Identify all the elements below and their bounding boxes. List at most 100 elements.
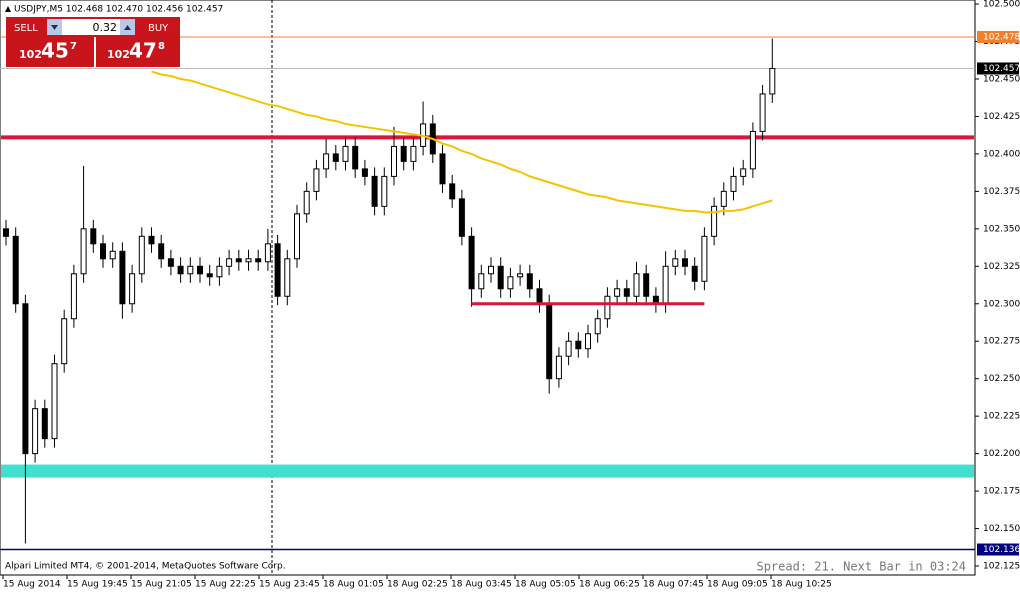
candle-body	[100, 243, 106, 260]
buy-big: 102	[107, 48, 130, 61]
up-arrow	[124, 25, 131, 30]
candle-body	[51, 363, 58, 440]
x-tick-label: 15 Aug 22:25	[195, 580, 256, 590]
candle-body	[662, 265, 669, 305]
candle-body	[274, 243, 281, 297]
y-tick-label: 102.250	[983, 374, 1020, 384]
candle-body	[3, 228, 9, 237]
header: USDJPY,M5 102.468 102.470 102.456 102.45…	[14, 5, 223, 15]
moving-average	[151, 70, 773, 214]
candle-body	[682, 258, 688, 267]
candle-body	[284, 258, 291, 297]
candle-body	[323, 153, 330, 170]
candle-body	[497, 265, 504, 290]
x-tick-label: 18 Aug 10:25	[771, 580, 832, 590]
x-tick-label: 18 Aug 06:25	[579, 580, 640, 590]
sell-button[interactable]: SELL	[14, 23, 38, 34]
y-tick-label: 102.375	[983, 187, 1020, 197]
candle-body	[90, 228, 97, 245]
divider	[94, 37, 96, 67]
candle-body	[235, 258, 242, 263]
y-tick-label: 102.200	[983, 449, 1020, 459]
buy-point: 8	[158, 41, 165, 52]
copyright: Alpari Limited MT4, © 2001-2014, MetaQuo…	[5, 562, 286, 572]
candle-body	[759, 93, 766, 132]
buy-button[interactable]: BUY	[148, 23, 169, 34]
candle-body	[12, 235, 19, 305]
candle-body	[371, 175, 378, 207]
candle-body	[264, 243, 271, 263]
price-box	[977, 31, 1019, 44]
candle-body	[381, 175, 388, 207]
candle-body	[604, 295, 611, 320]
y-tick-label: 102.275	[983, 337, 1020, 347]
lot-value: 0.32	[93, 21, 118, 34]
price-label: 102.457	[983, 64, 1020, 74]
candle-body	[245, 258, 252, 263]
y-tick-label: 102.400	[983, 149, 1020, 159]
candle-body	[488, 265, 494, 275]
candle-body	[352, 145, 359, 170]
candle-body	[507, 276, 514, 290]
x-tick-label: 15 Aug 19:45	[67, 580, 128, 590]
candle-body	[294, 213, 300, 260]
candle-body	[614, 288, 621, 297]
candle-body	[313, 168, 320, 192]
candle-body	[720, 190, 727, 207]
plot-frame	[0, 0, 976, 576]
price-label: 102.478	[983, 33, 1020, 43]
status: Spread: 21. Next Bar in 03:24	[756, 560, 966, 574]
zone	[1, 464, 974, 478]
candle-body	[536, 288, 543, 305]
candle-body	[138, 235, 145, 275]
x-tick-label: 18 Aug 01:05	[323, 580, 384, 590]
x-tick-label: 18 Aug 05:05	[515, 580, 576, 590]
candle-body	[206, 273, 213, 278]
down-arrow	[51, 25, 58, 30]
candle-body	[526, 273, 533, 290]
candle-body	[740, 168, 747, 177]
candle-body	[458, 198, 465, 237]
candle-body	[749, 130, 756, 170]
candle-body	[342, 145, 349, 162]
candle-body	[439, 153, 446, 185]
candle-body	[22, 303, 29, 455]
candle-body	[517, 273, 524, 278]
candle-body	[400, 145, 407, 162]
sell-point: 7	[70, 41, 77, 52]
y-tick-label: 102.125	[983, 562, 1020, 572]
x-tick-label: 15 Aug 21:05	[131, 580, 192, 590]
x-tick-label: 18 Aug 03:45	[451, 580, 512, 590]
candle-body	[449, 183, 456, 200]
candle-body	[594, 318, 601, 335]
collapse-icon	[5, 6, 11, 12]
y-tick-label: 102.450	[983, 74, 1020, 84]
candle-body	[691, 265, 698, 282]
candle-body	[177, 265, 184, 275]
candle-body	[303, 190, 310, 215]
lot-input[interactable]	[62, 19, 120, 35]
trade-panel: SELL BUY 0.32 102 45 7 102 47 8	[6, 17, 180, 67]
candle-body	[148, 235, 155, 245]
candle-body	[546, 303, 553, 380]
buy-pips: 47	[129, 39, 157, 63]
candle-body	[643, 273, 650, 297]
candle-body	[555, 355, 562, 380]
candle-body	[361, 168, 368, 177]
y-tick-label: 102.300	[983, 299, 1020, 309]
candle-body	[565, 340, 572, 357]
candle-body	[391, 145, 397, 177]
candle-body	[623, 288, 630, 297]
candle-body	[410, 145, 417, 162]
candle-body	[187, 265, 194, 275]
candle-body	[255, 258, 262, 263]
candle-body	[109, 250, 116, 260]
candle-body	[575, 340, 582, 350]
candle-body	[41, 408, 48, 440]
candle-body	[769, 67, 776, 95]
candle-body	[197, 265, 203, 275]
x-tick-label: 18 Aug 02:25	[387, 580, 448, 590]
candle-body	[585, 333, 591, 350]
candle-body	[129, 273, 136, 305]
y-tick-label: 102.150	[983, 524, 1020, 534]
